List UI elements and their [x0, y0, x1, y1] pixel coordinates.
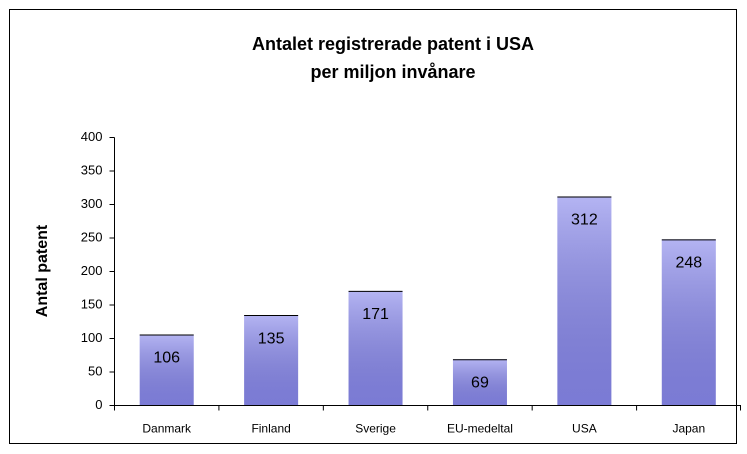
- data-label: 135: [258, 330, 285, 347]
- chart-title: per miljon invånare: [310, 62, 475, 82]
- bar-shade: [661, 239, 716, 406]
- y-tick-label: 300: [81, 196, 103, 211]
- chart-title: Antalet registrerade patent i USA: [252, 34, 534, 54]
- y-tick-label: 400: [81, 129, 103, 144]
- y-tick-label: 200: [81, 263, 103, 278]
- data-label: 106: [153, 350, 180, 367]
- data-label: 312: [571, 212, 598, 229]
- data-label: 248: [675, 255, 702, 272]
- bar-shade: [557, 196, 612, 406]
- y-axis-label: Antal patent: [34, 224, 51, 317]
- y-tick-label: 50: [88, 363, 102, 378]
- y-tick-label: 0: [95, 397, 102, 412]
- y-tick-label: 350: [81, 162, 103, 177]
- x-tick-label: Finland: [251, 422, 290, 436]
- y-tick-label: 100: [81, 330, 103, 345]
- bar-shade: [244, 315, 299, 406]
- y-tick-label: 150: [81, 296, 103, 311]
- bar-shade: [452, 359, 507, 406]
- bar-shade: [348, 290, 403, 406]
- x-tick-label: Danmark: [142, 422, 192, 436]
- y-tick-label: 250: [81, 229, 103, 244]
- bar-shade: [139, 334, 194, 406]
- data-label: 171: [362, 306, 389, 323]
- x-tick-label: Sverige: [355, 422, 396, 436]
- data-label: 69: [471, 374, 489, 391]
- x-tick-label: USA: [572, 422, 597, 436]
- x-tick-label: EU-medeltal: [447, 422, 513, 436]
- x-tick-label: Japan: [672, 422, 705, 436]
